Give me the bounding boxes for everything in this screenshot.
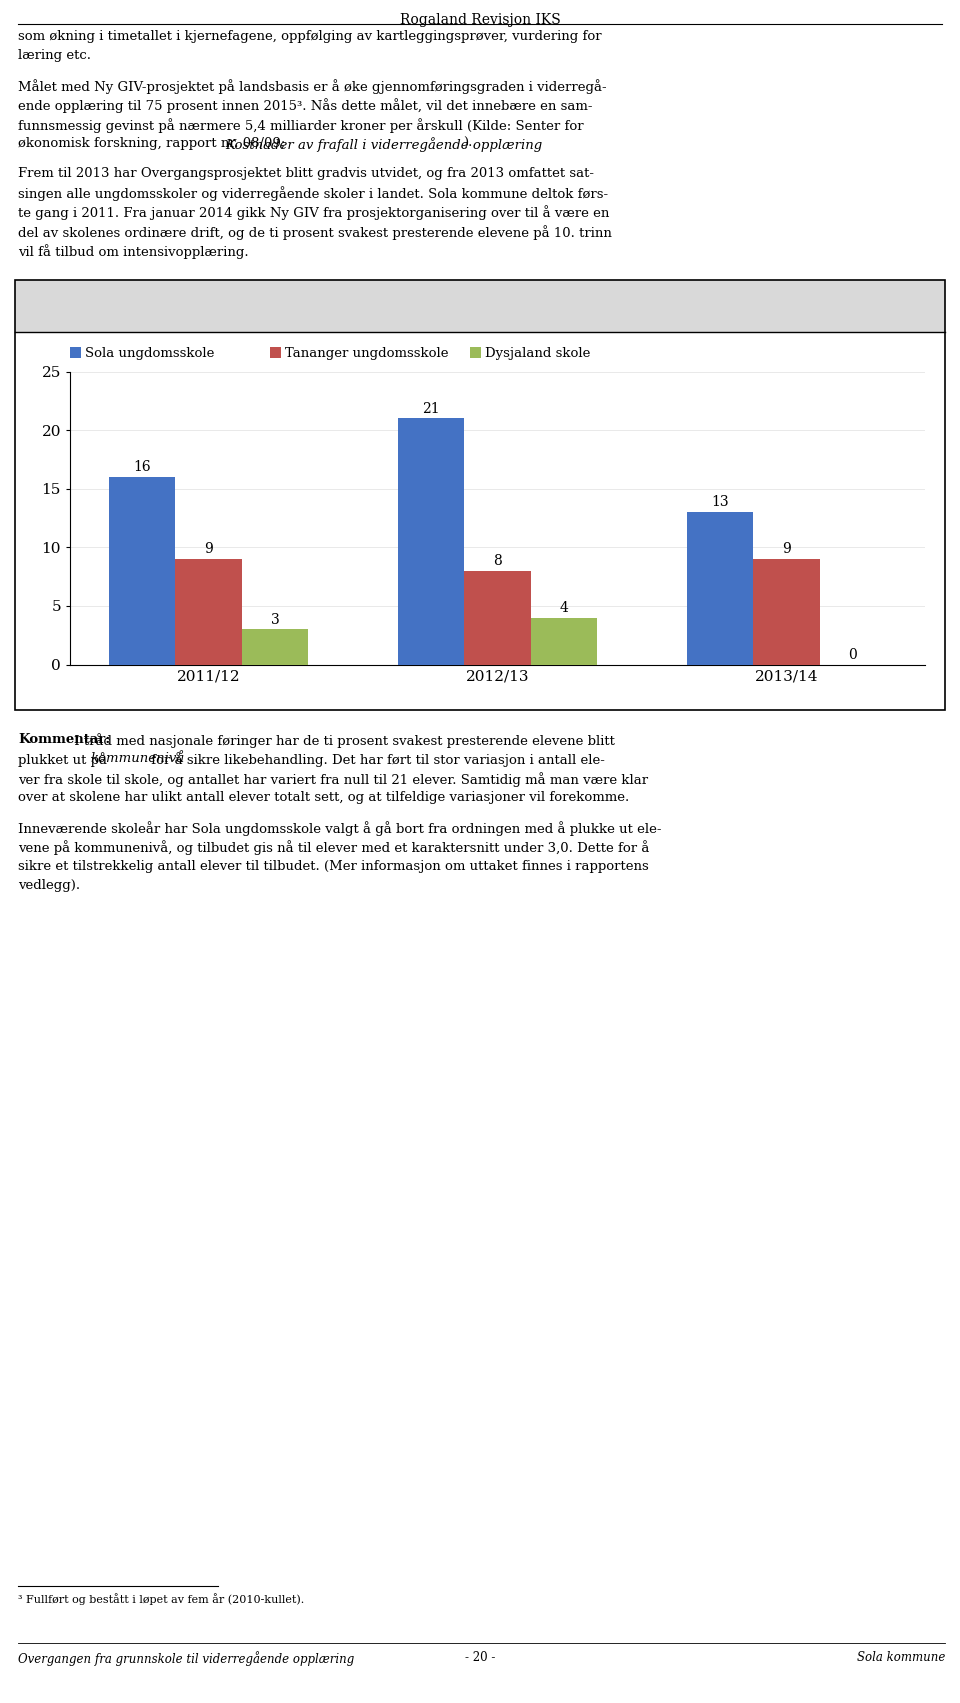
- Text: I tråd med nasjonale føringer har de ti prosent svakest presterende elevene blit: I tråd med nasjonale føringer har de ti …: [70, 732, 614, 748]
- Text: - 20 -: - 20 -: [465, 1650, 495, 1664]
- Text: Overgangen fra grunnskole til viderregående opplæring: Overgangen fra grunnskole til viderregåe…: [18, 1650, 354, 1666]
- Bar: [397, 419, 465, 664]
- Bar: [754, 559, 820, 664]
- Text: Frem til 2013 har Overgangsprosjektet blitt gradvis utvidet, og fra 2013 omfatte: Frem til 2013 har Overgangsprosjektet bl…: [18, 167, 594, 179]
- Text: 21: 21: [422, 402, 440, 416]
- Bar: [108, 477, 176, 664]
- Polygon shape: [470, 347, 481, 358]
- Text: Tananger ungdomsskole: Tananger ungdomsskole: [285, 347, 448, 359]
- Bar: [531, 618, 597, 664]
- Text: funnsmessig gevinst på nærmere 5,4 milliarder kroner per årskull (Kilde: Senter : funnsmessig gevinst på nærmere 5,4 milli…: [18, 118, 584, 133]
- Text: over at skolene har ulikt antall elever totalt sett, og at tilfeldige variasjone: over at skolene har ulikt antall elever …: [18, 792, 629, 804]
- Text: økonomisk forskning, rapport nr. 08/09;: økonomisk forskning, rapport nr. 08/09;: [18, 138, 290, 150]
- Polygon shape: [270, 347, 281, 358]
- Text: Dysjaland skole: Dysjaland skole: [485, 347, 590, 359]
- Text: plukket ut på: plukket ut på: [18, 753, 111, 768]
- Text: 16: 16: [133, 460, 151, 473]
- Polygon shape: [15, 279, 945, 332]
- Text: 3: 3: [271, 613, 279, 627]
- Text: ³ Fullført og bestått i løpet av fem år (2010-kullet).: ³ Fullført og bestått i løpet av fem år …: [18, 1592, 304, 1604]
- Bar: [242, 630, 308, 664]
- Text: 4: 4: [560, 601, 568, 615]
- Text: Rogaland Revisjon IKS: Rogaland Revisjon IKS: [399, 14, 561, 27]
- Text: ende opplæring til 75 prosent innen 2015³. Nås dette målet, vil det innebære en : ende opplæring til 75 prosent innen 2015…: [18, 99, 592, 112]
- Polygon shape: [70, 347, 81, 358]
- Text: 8: 8: [493, 553, 502, 567]
- Bar: [176, 559, 242, 664]
- Text: te gang i 2011. Fra januar 2014 gikk Ny GIV fra prosjektorganisering over til å : te gang i 2011. Fra januar 2014 gikk Ny …: [18, 206, 610, 220]
- Bar: [465, 571, 531, 664]
- Text: ver fra skole til skole, og antallet har variert fra null til 21 elever. Samtidi: ver fra skole til skole, og antallet har…: [18, 771, 648, 787]
- Text: ).: ).: [464, 138, 472, 150]
- Text: 13: 13: [711, 496, 729, 509]
- Text: 9: 9: [782, 542, 791, 557]
- Text: sikre et tilstrekkelig antall elever til tilbudet. (Mer informasjon om uttaket f: sikre et tilstrekkelig antall elever til…: [18, 860, 649, 872]
- Text: læring etc.: læring etc.: [18, 49, 91, 63]
- Text: 9: 9: [204, 542, 213, 557]
- Text: Kommentar:: Kommentar:: [18, 732, 110, 746]
- Text: Figur 2 – Antall elever i Sola kommune som har fått intensivundervisning i regi: Figur 2 – Antall elever i Sola kommune s…: [22, 286, 610, 301]
- Text: Kostnader av frafall i viderregående opplæring: Kostnader av frafall i viderregående opp…: [225, 138, 542, 152]
- Text: vedlegg).: vedlegg).: [18, 879, 80, 892]
- Text: del av skolenes ordinære drift, og de ti prosent svakest presterende elevene på : del av skolenes ordinære drift, og de ti…: [18, 225, 612, 240]
- Text: vene på kommunenivå, og tilbudet gis nå til elever med et karaktersnitt under 3,: vene på kommunenivå, og tilbudet gis nå …: [18, 840, 649, 855]
- Text: Inneværende skoleår har Sola ungdomsskole valgt å gå bort fra ordningen med å pl: Inneværende skoleår har Sola ungdomsskol…: [18, 821, 661, 836]
- Text: av Ny GIV siste tre år (Kilde: Sola kommune): av Ny GIV siste tre år (Kilde: Sola komm…: [22, 307, 356, 322]
- Bar: [686, 513, 754, 664]
- Text: kommunenivå: kommunenivå: [90, 753, 184, 766]
- Text: Målet med Ny GIV-prosjektet på landsbasis er å øke gjennomføringsgraden i viderr: Målet med Ny GIV-prosjektet på landsbasi…: [18, 78, 607, 94]
- Text: vil få tilbud om intensivopplæring.: vil få tilbud om intensivopplæring.: [18, 245, 249, 259]
- Text: Sola ungdomsskole: Sola ungdomsskole: [85, 347, 214, 359]
- Text: 0: 0: [849, 649, 857, 662]
- Text: Sola kommune: Sola kommune: [856, 1650, 945, 1664]
- Text: for å sikre likebehandling. Det har ført til stor variasjon i antall ele-: for å sikre likebehandling. Det har ført…: [148, 753, 606, 768]
- Text: som økning i timetallet i kjernefagene, oppfølging av kartleggingsprøver, vurder: som økning i timetallet i kjernefagene, …: [18, 31, 602, 43]
- Text: singen alle ungdomsskoler og viderregående skoler i landet. Sola kommune deltok : singen alle ungdomsskoler og viderregåen…: [18, 186, 608, 201]
